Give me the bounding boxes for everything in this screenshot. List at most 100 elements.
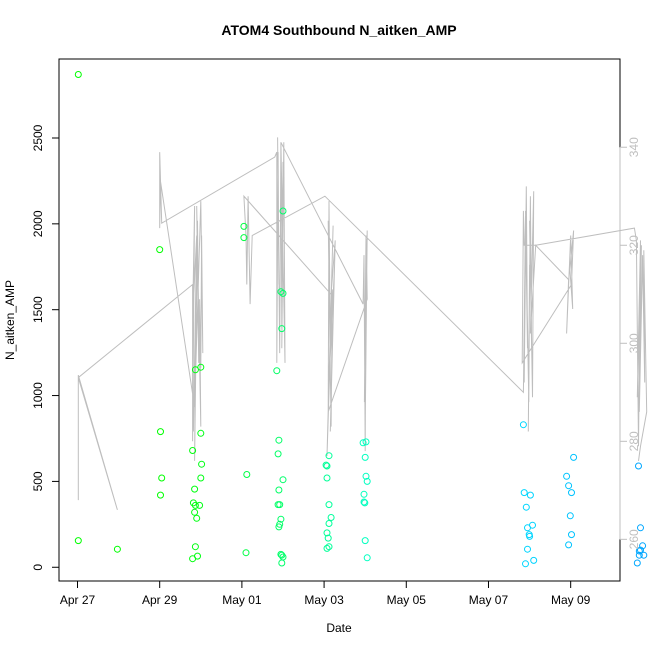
data-point xyxy=(524,545,531,553)
chart-title: ATOM4 Southbound N_aitken_AMP xyxy=(221,22,456,38)
plot-frame xyxy=(58,58,621,582)
data-point xyxy=(240,222,248,230)
data-point xyxy=(637,524,644,532)
data-point xyxy=(327,514,335,521)
y2-tick-label: 340 xyxy=(627,137,641,157)
data-point xyxy=(242,549,250,557)
data-point xyxy=(361,453,369,461)
x-tick-label: Apr 29 xyxy=(142,593,178,607)
data-point xyxy=(324,534,332,542)
data-point xyxy=(274,450,282,458)
data-point xyxy=(193,514,201,522)
data-point xyxy=(74,537,82,545)
data-point xyxy=(519,421,527,429)
y-tick-label: 2000 xyxy=(31,210,45,237)
data-point xyxy=(278,559,286,567)
line-series xyxy=(77,137,648,511)
data-point xyxy=(197,474,205,482)
data-point xyxy=(156,246,164,254)
data-point xyxy=(189,555,197,563)
data-point xyxy=(278,325,286,333)
x-tick-label: May 09 xyxy=(551,593,591,607)
data-point xyxy=(635,462,642,470)
data-point xyxy=(197,363,205,371)
data-point xyxy=(522,503,530,511)
x-tick-label: May 03 xyxy=(304,593,344,607)
data-point xyxy=(279,207,287,215)
data-point xyxy=(275,436,283,444)
y2-tick-label: 320 xyxy=(627,235,641,255)
data-point xyxy=(637,546,644,554)
data-point xyxy=(278,551,286,559)
data-point xyxy=(361,537,369,545)
x-axis: Apr 27 Apr 29 May 01 May 03 May 05 May 07 May … xyxy=(60,580,591,607)
data-point xyxy=(197,429,205,437)
y2-tick-label: 260 xyxy=(627,529,641,549)
data-point xyxy=(633,559,641,567)
data-point xyxy=(359,439,367,447)
data-point xyxy=(323,544,331,552)
data-point xyxy=(362,472,370,480)
y2-tick-label: 280 xyxy=(627,431,641,451)
data-point xyxy=(325,501,333,509)
data-point xyxy=(565,482,573,490)
data-point xyxy=(275,523,283,531)
y-tick-label: 1500 xyxy=(31,296,45,323)
x-tick-label: May 05 xyxy=(387,593,427,607)
data-point xyxy=(362,438,370,446)
data-point xyxy=(243,471,251,478)
data-point xyxy=(520,489,528,497)
data-point xyxy=(276,501,284,509)
data-point xyxy=(363,554,371,562)
data-point xyxy=(279,289,287,297)
data-point xyxy=(522,560,529,568)
y2-tick-label: 300 xyxy=(627,333,641,353)
data-point xyxy=(196,501,204,509)
data-point xyxy=(191,485,199,493)
data-point xyxy=(113,545,121,553)
data-point xyxy=(191,508,199,516)
data-point xyxy=(529,521,536,529)
data-point xyxy=(191,543,199,551)
data-point xyxy=(275,486,283,494)
y-axis-right: 260 280 300 320 340 xyxy=(619,137,641,549)
data-point xyxy=(639,542,647,550)
x-axis-label: Date xyxy=(326,621,352,635)
data-point xyxy=(277,288,285,296)
data-point xyxy=(530,556,538,564)
y-tick-label: 500 xyxy=(31,471,45,491)
data-point xyxy=(526,491,534,499)
y-tick-label: 2500 xyxy=(31,124,45,151)
y-tick-label: 1000 xyxy=(31,382,45,409)
data-point xyxy=(563,472,571,480)
y-tick-label: 0 xyxy=(31,564,45,571)
data-point xyxy=(277,515,285,523)
data-point xyxy=(279,476,287,484)
x-tick-label: May 01 xyxy=(222,593,262,607)
data-point xyxy=(640,551,648,559)
scatter-points xyxy=(74,71,648,568)
data-point xyxy=(189,447,197,454)
data-point xyxy=(325,543,333,551)
x-tick-label: May 07 xyxy=(469,593,509,607)
data-point xyxy=(360,490,368,498)
data-point xyxy=(157,491,164,499)
data-point xyxy=(157,428,164,436)
data-point xyxy=(361,499,369,507)
data-point xyxy=(323,462,331,470)
data-point xyxy=(240,234,248,242)
data-point xyxy=(635,547,643,555)
y-axis-left: 0 500 1000 1500 2000 2500 xyxy=(31,124,60,571)
data-point xyxy=(191,501,199,509)
data-point xyxy=(158,474,166,482)
data-point xyxy=(360,498,368,506)
data-point xyxy=(323,474,331,482)
data-point xyxy=(566,512,574,520)
data-point xyxy=(568,531,575,539)
data-point xyxy=(568,489,575,497)
data-point xyxy=(191,366,199,374)
data-point xyxy=(570,453,578,461)
data-point xyxy=(74,71,82,78)
data-point xyxy=(325,520,333,527)
